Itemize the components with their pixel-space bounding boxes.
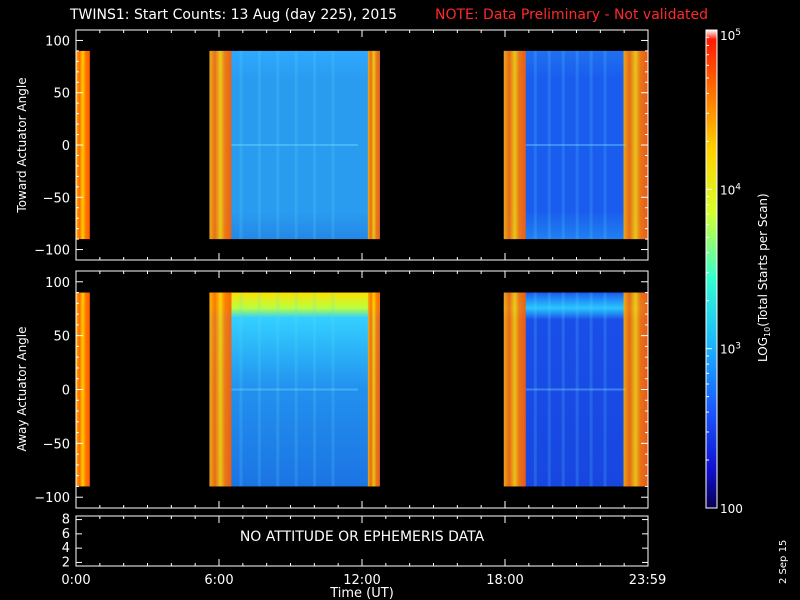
ylabel-toward: Toward Actuator Angle: [15, 77, 29, 213]
ytick-label-attitude-2: 2: [62, 555, 70, 570]
striation-away-2-3: [294, 292, 298, 487]
preliminary-note: NOTE: Data Preliminary - Not validated: [435, 7, 709, 23]
segment-edge-right-away-2: [367, 292, 380, 487]
panel-toward: −100 −50 0 50 100 Toward Actuator Angle: [15, 29, 649, 261]
striation-toward-3-3: [575, 50, 579, 240]
ytick-label-attitude-8: 8: [62, 513, 70, 528]
ytick-label-away-50: 50: [53, 330, 70, 345]
colorbar-gradient: [706, 30, 717, 508]
striation-toward-3-4: [589, 50, 593, 240]
striation-away-2-0: [239, 292, 243, 487]
striation-toward-3-2: [561, 50, 565, 240]
cbar-tick-label-3: 105: [720, 28, 741, 43]
striation-away-3-5: [603, 292, 607, 487]
ylabel-away: Away Actuator Angle: [15, 326, 29, 451]
zero-band-away-3: [525, 388, 626, 391]
xtick-label-3: 18:00: [486, 573, 523, 588]
striation-away-2-1: [257, 292, 261, 487]
xaxis-time: 0:00 6:00 12:00 18:00 23:59: [61, 516, 666, 588]
heatmap-segment-toward-2: [209, 50, 380, 240]
heatmap-segment-away-2: [209, 292, 380, 487]
chart-title: TWINS1: Start Counts: 13 Aug (day 225), …: [70, 7, 398, 23]
striation-toward-2-1: [257, 50, 261, 240]
yaxis-toward: −100 −50 0 50 100: [34, 29, 648, 261]
ytick-label-toward-50: 50: [53, 87, 70, 102]
striation-away-3-2: [561, 292, 565, 487]
striation-toward-2-4: [313, 50, 317, 240]
cbar-tick-label-0: 100: [720, 502, 743, 516]
heatmap-toward: [76, 50, 648, 240]
xaxis-ticks-away: [75, 271, 649, 508]
ytick-label-attitude-6: 6: [62, 527, 70, 542]
striation-toward-3-5: [603, 50, 607, 240]
striation-away-3-4: [589, 292, 593, 487]
ytick-label-toward-0: 0: [62, 139, 70, 154]
segment-edge-left-away-2: [209, 292, 232, 487]
xtick-label-1: 6:00: [204, 573, 233, 588]
ytick-label-away-0: 0: [62, 384, 70, 399]
striation-toward-2-0: [239, 50, 243, 240]
cbar-tick-label-1: 103: [720, 342, 741, 357]
ytick-label-toward-100: 100: [45, 34, 70, 49]
striation-away-2-5: [331, 292, 335, 487]
striation-toward-3-1: [547, 50, 551, 240]
no-data-message: NO ATTITUDE OR EPHEMERIS DATA: [240, 529, 485, 545]
striation-away-3-3: [575, 292, 579, 487]
striation-away-3-0: [533, 292, 537, 487]
ytick-label-away--50: −50: [43, 437, 70, 452]
xaxis-ticks-toward: [75, 30, 649, 260]
zero-band-toward-2: [231, 144, 358, 146]
striation-away-3-1: [547, 292, 551, 487]
panel-away: −100 −50 0 50 100 Away Actuator Angle: [15, 270, 649, 509]
heatmap-away: [76, 292, 648, 487]
zero-band-away-2: [231, 388, 358, 391]
xtick-label-2: 12:00: [343, 573, 380, 588]
xtick-label-0: 0:00: [61, 573, 90, 588]
ytick-label-away--100: −100: [34, 491, 70, 506]
cbar-tick-label-2: 104: [720, 182, 741, 197]
generation-date: 2 Sep 15: [778, 539, 789, 584]
striation-toward-2-5: [331, 50, 335, 240]
yaxis-away: −100 −50 0 50 100: [34, 270, 648, 509]
colorbar-ticks: 100 103 104 105: [706, 28, 743, 516]
segment-edge-left-toward-2: [209, 50, 232, 240]
segment-edge-left-away-3: [503, 292, 526, 487]
colorbar-label: LOG10(Total Starts per Scan): [756, 193, 772, 362]
striation-toward-2-2: [276, 50, 280, 240]
zero-band-toward-3: [525, 144, 626, 146]
ytick-label-away-100: 100: [45, 276, 70, 291]
ytick-label-attitude-4: 4: [62, 541, 70, 556]
striation-toward-2-3: [294, 50, 298, 240]
ytick-label-toward--100: −100: [34, 244, 70, 259]
striation-away-2-2: [276, 292, 280, 487]
striation-away-2-4: [313, 292, 317, 487]
striation-toward-3-0: [533, 50, 537, 240]
xtick-label-4: 23:59: [629, 573, 666, 588]
segment-edge-right-toward-2: [367, 50, 380, 240]
figure-title: TWINS1: Start Counts: 13 Aug (day 225), …: [0, 7, 800, 27]
ytick-label-toward--50: −50: [43, 191, 70, 206]
colorbar: 100 103 104 105 LOG10(Total Starts per Scan…: [705, 28, 772, 516]
xlabel-time: Time (UT): [329, 586, 394, 600]
segment-edge-left-toward-3: [503, 50, 526, 240]
